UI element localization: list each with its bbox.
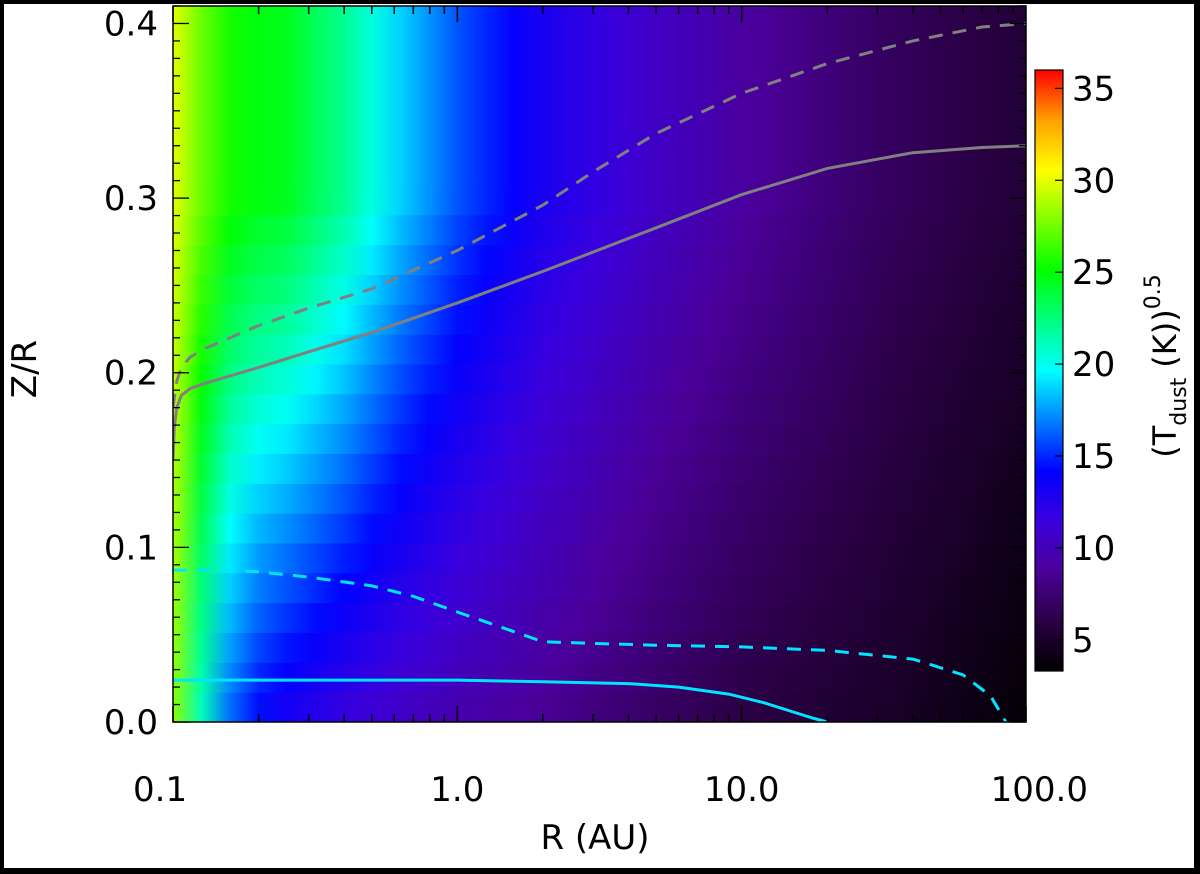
heatmap-band	[173, 453, 1026, 484]
heatmap-band	[173, 303, 1026, 335]
y-tick-labels: 0.0 0.1 0.2 0.3 0.4	[104, 4, 158, 743]
contour-lines	[173, 22, 1026, 722]
colorbar-tick-label: 5	[1072, 621, 1094, 661]
y-tick-label: 0.0	[104, 703, 158, 743]
heatmap-band	[173, 691, 1026, 722]
heatmap-band	[173, 363, 1026, 395]
heatmap-band	[173, 661, 1026, 693]
heatmap-band	[173, 333, 1026, 365]
heatmap-band	[173, 393, 1026, 425]
y-tick-label: 0.2	[104, 354, 158, 394]
colorbar-tick-label: 20	[1072, 345, 1115, 385]
x-tick-label: 0.1	[133, 770, 187, 810]
colorbar-frame	[1034, 69, 1064, 672]
colorbar-tick-labels: 5 10 15 20 25 30 35	[1072, 69, 1115, 660]
heatmap-band	[173, 6, 1026, 37]
x-tick-label: 100.0	[991, 770, 1088, 810]
grey-dashed-contour	[173, 22, 1026, 408]
heatmap-band	[173, 482, 1026, 514]
colorbar-tick-label: 30	[1072, 161, 1115, 201]
y-tick-label: 0.4	[104, 4, 158, 44]
cyan-solid-contour	[173, 678, 828, 722]
y-tick-label: 0.1	[104, 528, 158, 568]
heatmap-band	[173, 572, 1026, 604]
axis-ticks	[172, 5, 1027, 723]
y-axis-label: Z/R	[5, 340, 45, 398]
colorbar-tick-label: 10	[1072, 529, 1115, 569]
colorbar-label: (Tdust(K))0.5	[1141, 274, 1192, 457]
heatmap-band	[173, 154, 1026, 186]
colorbar-tick-label: 25	[1072, 253, 1115, 293]
heatmap-band	[173, 214, 1026, 246]
heatmap-band	[173, 184, 1026, 216]
svg-text:(Tdust(K))0.5: (Tdust(K))0.5	[1141, 274, 1192, 457]
colorbar-tick-label: 15	[1072, 437, 1115, 477]
heatmap-band	[173, 512, 1026, 544]
y-tick-label: 0.3	[104, 179, 158, 219]
colorbar-tick-label: 35	[1072, 69, 1115, 109]
heatmap-band	[173, 542, 1026, 574]
chart-svg: 0.1 1.0 10.0 100.0 0.0 0.1 0.2 0.3 0.4 R (AU) Z…	[5, 4, 1192, 858]
x-tick-labels: 0.1 1.0 10.0 100.0	[133, 770, 1088, 810]
x-tick-label: 10.0	[704, 770, 780, 810]
x-tick-label: 1.0	[430, 770, 484, 810]
heatmap-band	[173, 95, 1026, 126]
plot-frame	[172, 5, 1027, 723]
colorbar-fill	[1035, 70, 1063, 671]
heatmap-band	[173, 65, 1026, 96]
x-axis-label: R (AU)	[540, 818, 649, 858]
grey-solid-contour	[173, 144, 1026, 461]
figure-frame: 0.1 1.0 10.0 100.0 0.0 0.1 0.2 0.3 0.4 R (AU) Z…	[4, 4, 1194, 868]
heatmap-band	[173, 274, 1026, 305]
heatmap-band	[173, 124, 1026, 156]
heatmap-band	[173, 602, 1026, 633]
heatmap-band	[173, 35, 1026, 67]
heatmap-band	[173, 423, 1026, 454]
heatmap-band	[173, 632, 1026, 663]
heatmap	[173, 6, 1026, 722]
colorbar	[1035, 70, 1063, 671]
